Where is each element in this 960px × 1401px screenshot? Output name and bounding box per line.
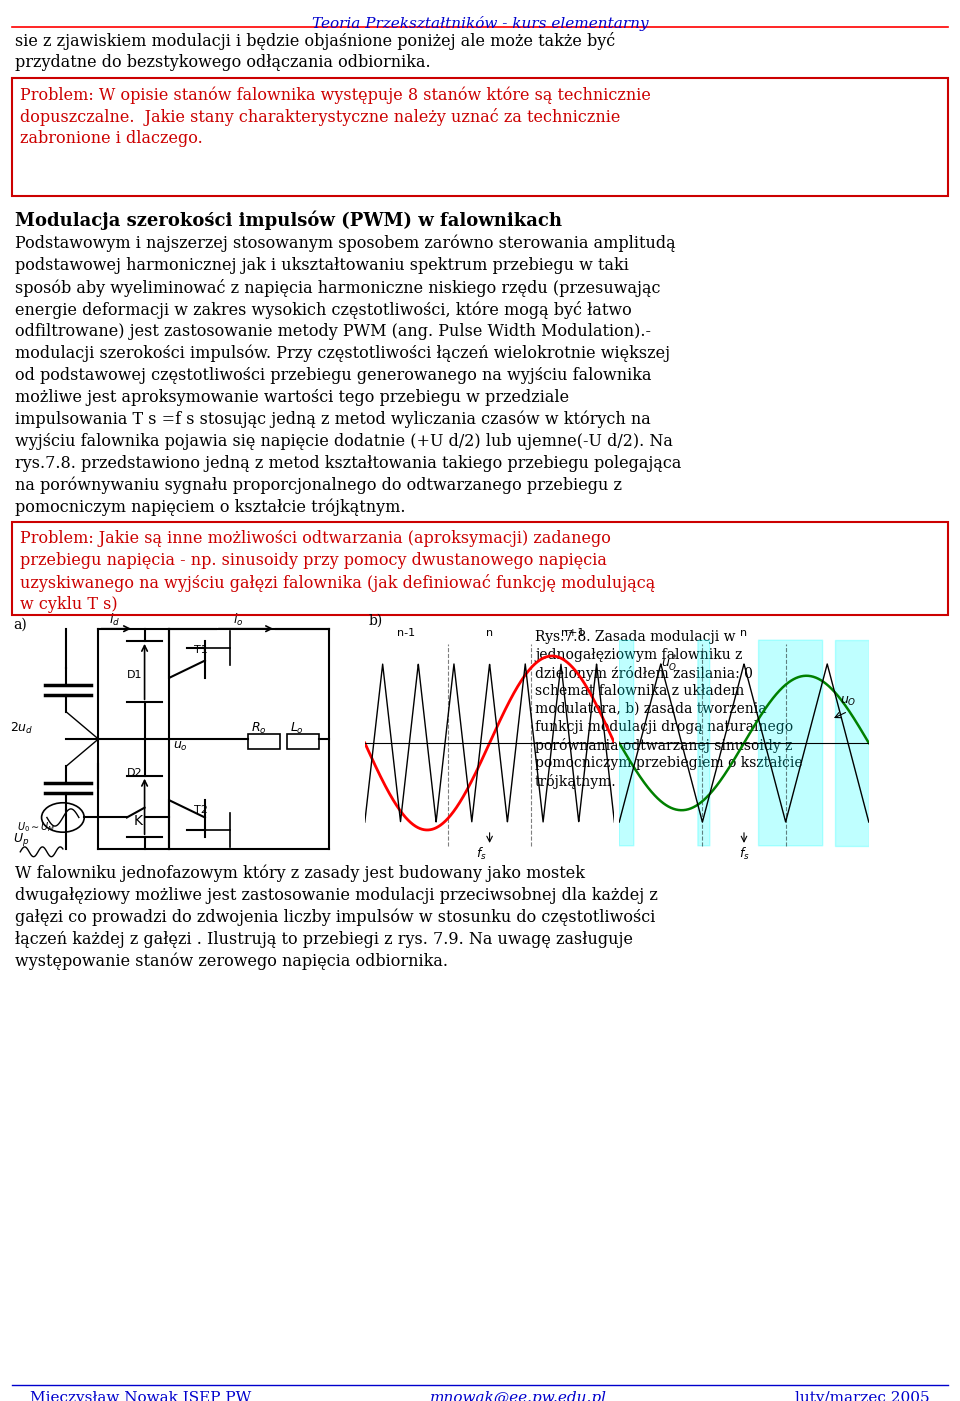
- Text: Modulacja szerokości impulsów (PWM) w falownikach: Modulacja szerokości impulsów (PWM) w fa…: [15, 210, 562, 230]
- Text: dwugałęziowy możliwe jest zastosowanie modulacji przeciwsobnej dla każdej z: dwugałęziowy możliwe jest zastosowanie m…: [15, 887, 658, 904]
- Text: porównania odtwarzanej sinusoidy z: porównania odtwarzanej sinusoidy z: [535, 738, 792, 752]
- Text: $R_o$: $R_o$: [252, 720, 267, 736]
- Text: przydatne do bezstykowego odłączania odbiornika.: przydatne do bezstykowego odłączania odb…: [15, 55, 431, 71]
- Text: zabronione i dlaczego.: zabronione i dlaczego.: [20, 130, 203, 147]
- Text: Mieczysław Nowak ISEP PW: Mieczysław Nowak ISEP PW: [30, 1391, 252, 1401]
- Text: $U_p$: $U_p$: [13, 831, 30, 848]
- Text: a): a): [13, 618, 27, 632]
- Text: przebiegu napięcia - np. sinusoidy przy pomocy dwustanowego napięcia: przebiegu napięcia - np. sinusoidy przy …: [20, 552, 607, 569]
- Text: odfiltrowane) jest zastosowanie metody PWM (ang. Pulse Width Modulation).-: odfiltrowane) jest zastosowanie metody P…: [15, 324, 651, 340]
- Text: T1: T1: [194, 646, 208, 656]
- Text: schemat falownika z układem: schemat falownika z układem: [535, 684, 744, 698]
- Text: n: n: [740, 628, 748, 639]
- Text: Problem: Jakie są inne możliwości odtwarzania (aproksymacji) zadanego: Problem: Jakie są inne możliwości odtwar…: [20, 530, 611, 546]
- Text: K: K: [134, 814, 143, 828]
- Bar: [12, 523, 948, 615]
- Text: D1: D1: [127, 670, 142, 679]
- Text: łączeń każdej z gałęzi . Ilustrują to przebiegi z rys. 7.9. Na uwagę zasługuje: łączeń każdej z gałęzi . Ilustrują to pr…: [15, 932, 633, 948]
- Text: gałęzi co prowadzi do zdwojenia liczby impulsów w stosunku do częstotliwości: gałęzi co prowadzi do zdwojenia liczby i…: [15, 909, 656, 926]
- Text: pomocniczym napięciem o kształcie trójkątnym.: pomocniczym napięciem o kształcie trójką…: [15, 499, 405, 517]
- Text: w cyklu T s): w cyklu T s): [20, 595, 118, 614]
- Text: uzyskiwanego na wyjściu gałęzi falownika (jak definiować funkcję modulującą: uzyskiwanego na wyjściu gałęzi falownika…: [20, 574, 656, 593]
- Text: jednogałęziowym falowniku z: jednogałęziowym falowniku z: [535, 649, 742, 663]
- Text: Problem: W opisie stanów falownika występuje 8 stanów które są technicznie: Problem: W opisie stanów falownika wystę…: [20, 85, 651, 104]
- Text: $f_s$: $f_s$: [738, 846, 750, 862]
- Text: wyjściu falownika pojawia się napięcie dodatnie (+U d/2) lub ujemne(-U d/2). Na: wyjściu falownika pojawia się napięcie d…: [15, 433, 673, 450]
- Text: Podstawowym i najszerzej stosowanym sposobem zarówno sterowania amplitudą: Podstawowym i najszerzej stosowanym spos…: [15, 235, 676, 252]
- Text: $i_d$: $i_d$: [109, 612, 120, 628]
- Text: luty/marzec 2005: luty/marzec 2005: [796, 1391, 930, 1401]
- Text: pomocniczym przebiegiem o kształcie: pomocniczym przebiegiem o kształcie: [535, 757, 803, 771]
- Text: $u_o$: $u_o$: [173, 740, 188, 752]
- Text: rys.7.8. przedstawiono jedną z metod kształtowania takiego przebiegu polegająca: rys.7.8. przedstawiono jedną z metod ksz…: [15, 455, 682, 472]
- Text: występowanie stanów zerowego napięcia odbiornika.: występowanie stanów zerowego napięcia od…: [15, 953, 448, 971]
- Text: mnowak@ee.pw.edu.pl: mnowak@ee.pw.edu.pl: [430, 1391, 607, 1401]
- Text: $f_s$: $f_s$: [476, 846, 487, 862]
- Bar: [12, 78, 948, 196]
- Text: podstawowej harmonicznej jak i ukształtowaniu spektrum przebiegu w taki: podstawowej harmonicznej jak i ukształto…: [15, 256, 629, 275]
- Text: n: n: [486, 628, 493, 639]
- Text: modulatora, b) zasada tworzenia: modulatora, b) zasada tworzenia: [535, 702, 767, 716]
- Text: $u_O$: $u_O$: [840, 695, 856, 708]
- Text: W falowniku jednofazowym który z zasady jest budowany jako mostek: W falowniku jednofazowym który z zasady …: [15, 864, 585, 883]
- Text: modulacji szerokości impulsów. Przy częstotliwości łączeń wielokrotnie większej: modulacji szerokości impulsów. Przy częs…: [15, 345, 670, 363]
- Text: $L_o$: $L_o$: [290, 720, 304, 736]
- Text: sie z zjawiskiem modulacji i będzie objaśnione poniżej ale może także być: sie z zjawiskiem modulacji i będzie obja…: [15, 32, 615, 50]
- Text: energie deformacji w zakres wysokich częstotliwości, które mogą być łatwo: energie deformacji w zakres wysokich czę…: [15, 301, 632, 319]
- Text: dzielonym źródłem zasilania: 0: dzielonym źródłem zasilania: 0: [535, 665, 753, 681]
- Text: Rys.7.8. Zasada modulacji w: Rys.7.8. Zasada modulacji w: [535, 630, 735, 644]
- Text: $2u_d$: $2u_d$: [10, 720, 33, 736]
- Text: dopuszczalne.  Jakie stany charakterystyczne należy uznać za technicznie: dopuszczalne. Jakie stany charakterystyc…: [20, 108, 620, 126]
- Text: sposób aby wyeliminować z napięcia harmoniczne niskiego rzędu (przesuwając: sposób aby wyeliminować z napięcia harmo…: [15, 279, 660, 297]
- Text: n+1: n+1: [561, 628, 585, 639]
- Text: D2: D2: [127, 768, 142, 778]
- Text: funkcji modulacji drogą naturalnego: funkcji modulacji drogą naturalnego: [535, 720, 793, 734]
- Text: T2: T2: [194, 804, 208, 814]
- Bar: [248, 734, 279, 748]
- Text: impulsowania T s =f s stosując jedną z metod wyliczania czasów w których na: impulsowania T s =f s stosując jedną z m…: [15, 410, 651, 429]
- Text: Teoria Przekształtników - kurs elementarny: Teoria Przekształtników - kurs elementar…: [312, 15, 648, 31]
- Bar: [287, 734, 319, 748]
- Text: n-1: n-1: [397, 628, 416, 639]
- Text: $U_0 {\sim} U_M$: $U_0 {\sim} U_M$: [16, 820, 56, 834]
- Text: od podstawowej częstotliwości przebiegu generowanego na wyjściu falownika: od podstawowej częstotliwości przebiegu …: [15, 367, 652, 384]
- Text: b): b): [369, 614, 383, 628]
- Text: trójkątnym.: trójkątnym.: [535, 773, 616, 789]
- Text: $u_O^*$: $u_O^*$: [660, 654, 678, 674]
- Text: możliwe jest aproksymowanie wartości tego przebiegu w przedziale: możliwe jest aproksymowanie wartości teg…: [15, 389, 569, 406]
- Text: $i_o$: $i_o$: [233, 612, 244, 628]
- Text: na porównywaniu sygnału proporcjonalnego do odtwarzanego przebiegu z: na porównywaniu sygnału proporcjonalnego…: [15, 476, 622, 495]
